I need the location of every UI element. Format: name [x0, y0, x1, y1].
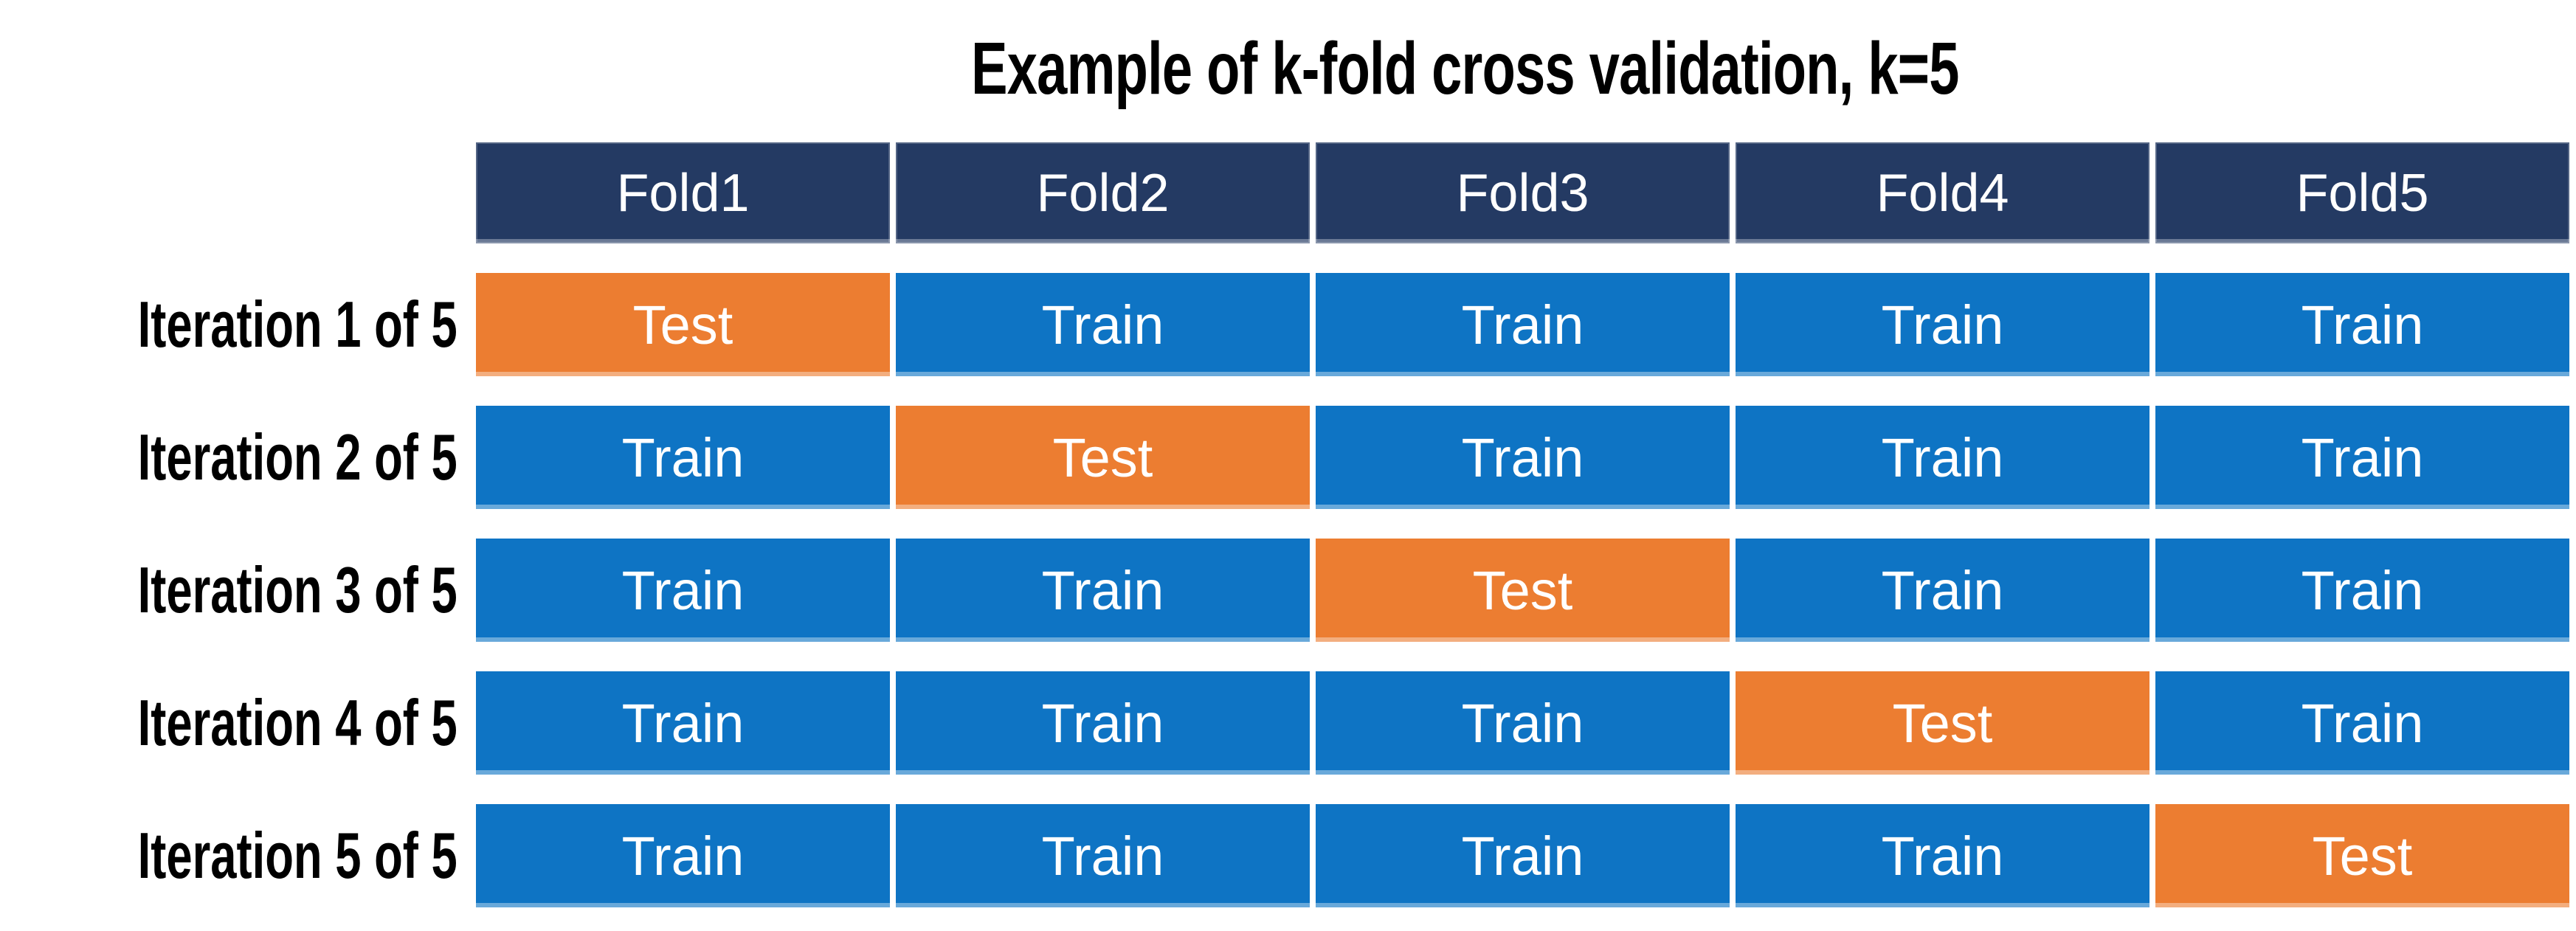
cell-iter2-fold1-train: Train: [476, 406, 890, 509]
fold-header-2: Fold2: [896, 142, 1310, 243]
figure-title: Example of k-fold cross validation, k=5: [0, 27, 2576, 111]
cell-iter1-fold4-train: Train: [1736, 273, 2149, 376]
cell-iter4-fold3-train: Train: [1316, 671, 1730, 775]
iteration-label-1: Iteration 1 of 5: [137, 288, 457, 361]
cell-iter5-fold5-test: Test: [2155, 804, 2569, 907]
cell-iter4-fold5-train: Train: [2155, 671, 2569, 775]
iteration-label-5: Iteration 5 of 5: [137, 819, 457, 892]
cell-iter5-fold1-train: Train: [476, 804, 890, 907]
cell-iter3-fold5-train: Train: [2155, 539, 2569, 642]
cell-iter5-fold2-train: Train: [896, 804, 1310, 907]
cell-iter3-fold1-train: Train: [476, 539, 890, 642]
figure-title-text: Example of k-fold cross validation, k=5: [971, 27, 1959, 110]
cell-iter3-fold3-test: Test: [1316, 539, 1730, 642]
cell-iter2-fold3-train: Train: [1316, 406, 1730, 509]
cell-iter5-fold4-train: Train: [1736, 804, 2149, 907]
cell-iter1-fold5-train: Train: [2155, 273, 2569, 376]
fold-header-3: Fold3: [1316, 142, 1730, 243]
kfold-table: Fold1 Fold2 Fold3 Fold4 Fold5 Iteration …: [0, 142, 2576, 907]
cell-iter4-fold2-train: Train: [896, 671, 1310, 775]
cell-iter1-fold1-test: Test: [476, 273, 890, 376]
cell-iter2-fold2-test: Test: [896, 406, 1310, 509]
cell-iter5-fold3-train: Train: [1316, 804, 1730, 907]
cell-iter2-fold5-train: Train: [2155, 406, 2569, 509]
cell-iter1-fold3-train: Train: [1316, 273, 1730, 376]
fold-header-4: Fold4: [1736, 142, 2149, 243]
cell-iter1-fold2-train: Train: [896, 273, 1310, 376]
iteration-label-4: Iteration 4 of 5: [137, 686, 457, 759]
cell-iter3-fold2-train: Train: [896, 539, 1310, 642]
iteration-label-2: Iteration 2 of 5: [137, 420, 457, 494]
iteration-label-3: Iteration 3 of 5: [137, 553, 457, 626]
cell-iter4-fold1-train: Train: [476, 671, 890, 775]
corner-spacer: [0, 142, 470, 243]
cell-iter2-fold4-train: Train: [1736, 406, 2149, 509]
fold-header-5: Fold5: [2155, 142, 2569, 243]
cell-iter3-fold4-train: Train: [1736, 539, 2149, 642]
fold-header-1: Fold1: [476, 142, 890, 243]
cell-iter4-fold4-test: Test: [1736, 671, 2149, 775]
